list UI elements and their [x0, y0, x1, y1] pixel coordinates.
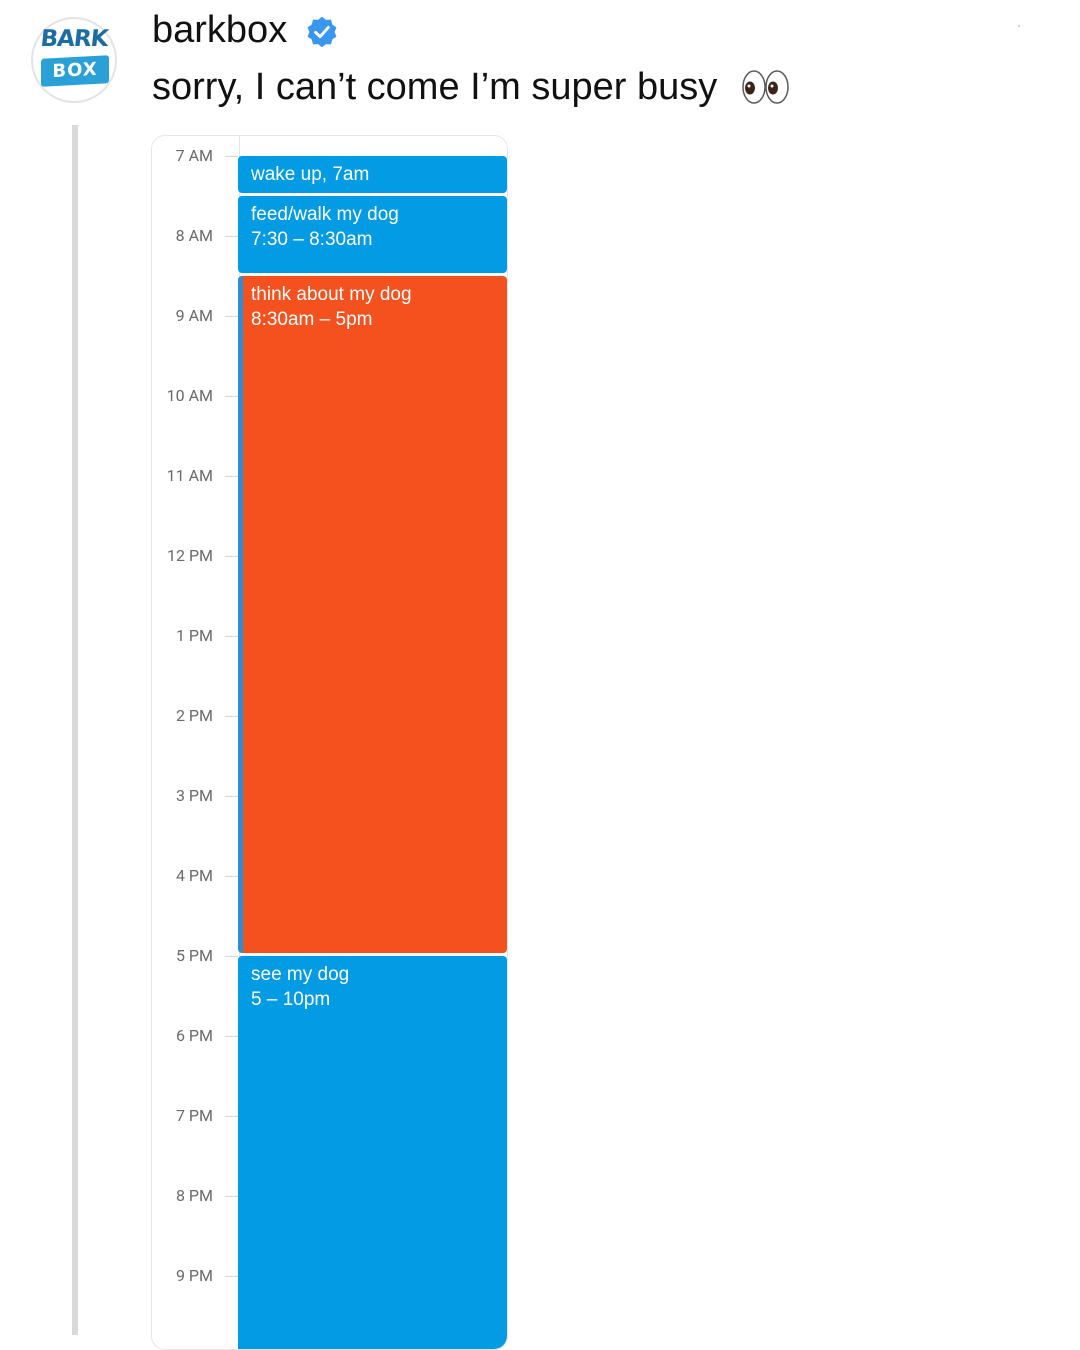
hour-label: 8 AM	[175, 226, 213, 245]
event-time: 7:30 – 8:30am	[251, 229, 373, 250]
hour-tick	[225, 316, 238, 317]
event-title: feed/walk my dog	[251, 204, 399, 225]
hour-tick	[225, 876, 238, 877]
hour-label: 6 PM	[175, 1026, 213, 1045]
thread-line	[72, 125, 78, 1335]
avatar-logo-bottom: BOX	[41, 55, 109, 87]
hour-tick	[225, 796, 238, 797]
hour-tick	[225, 716, 238, 717]
event-title: think about my dog	[251, 284, 412, 305]
calendar-screenshot: 7 AM 8 AM 9 AM 10 AM 11 AM 12 PM 1 PM 2 …	[151, 135, 508, 1350]
divider-dot	[1018, 25, 1020, 27]
hour-label: 11 AM	[166, 466, 213, 485]
hour-tick	[225, 1276, 238, 1277]
hour-label: 12 PM	[166, 546, 213, 565]
hour-label: 9 AM	[175, 306, 213, 325]
hour-label: 7 AM	[175, 146, 213, 165]
hour-tick	[225, 236, 238, 237]
hour-label: 4 PM	[175, 866, 213, 885]
post-caption: sorry, I can’t come I’m super busy	[152, 66, 718, 108]
username-link[interactable]: barkbox	[152, 9, 288, 51]
hour-label: 10 AM	[166, 386, 213, 405]
hour-tick	[225, 156, 238, 157]
hour-label: 9 PM	[175, 1266, 213, 1285]
hour-tick	[225, 1116, 238, 1117]
event-time: 5 – 10pm	[251, 989, 331, 1010]
hour-label: 8 PM	[175, 1186, 213, 1205]
event-see-my-dog[interactable]: see my dog 5 – 10pm	[238, 956, 507, 1349]
event-time: 8:30am – 5pm	[251, 309, 373, 330]
verified-badge-icon	[307, 16, 337, 48]
eyes-emoji-icon	[742, 70, 789, 104]
hour-tick	[225, 396, 238, 397]
hour-tick	[225, 556, 238, 557]
hour-label: 5 PM	[175, 946, 213, 965]
hour-tick	[225, 636, 238, 637]
event-wake-up[interactable]: wake up, 7am	[238, 156, 507, 193]
hour-label: 1 PM	[175, 626, 213, 645]
hour-tick	[225, 1196, 238, 1197]
hour-label: 3 PM	[175, 786, 213, 805]
event-feed-walk[interactable]: feed/walk my dog 7:30 – 8:30am	[238, 196, 507, 273]
avatar[interactable]: BARK BOX	[31, 17, 117, 103]
hour-tick	[225, 956, 238, 957]
hour-tick	[225, 476, 238, 477]
hour-tick	[225, 1036, 238, 1037]
event-title: see my dog	[251, 964, 350, 985]
hour-label: 2 PM	[175, 706, 213, 725]
avatar-logo-top: BARK	[39, 26, 109, 52]
event-title: wake up, 7am	[251, 164, 370, 185]
event-think-about-dog[interactable]: think about my dog 8:30am – 5pm	[238, 276, 507, 953]
hour-label: 7 PM	[175, 1106, 213, 1125]
